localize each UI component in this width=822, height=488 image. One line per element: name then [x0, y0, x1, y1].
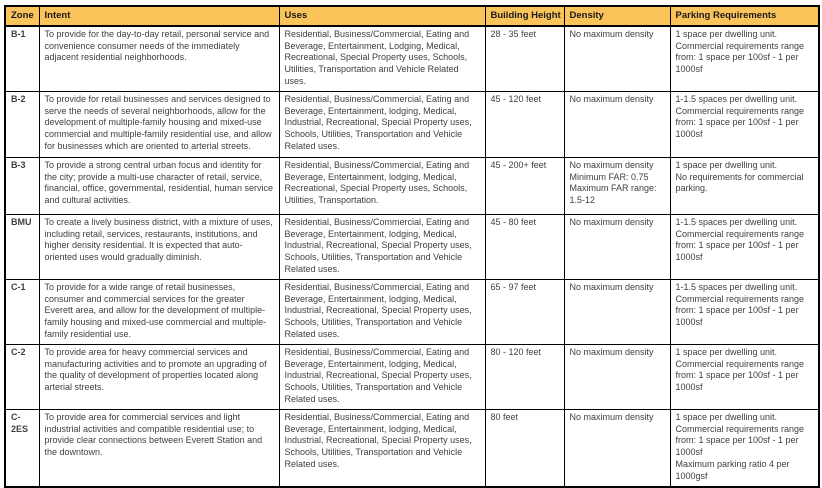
- cell-intent: To provide for retail businesses and ser…: [38, 90, 280, 158]
- cell-uses: Residential, Business/Commercial, Eating…: [278, 90, 486, 158]
- cell-density: No maximum density: [563, 25, 671, 92]
- table-header: Zone Intent Uses Building Height Density…: [4, 5, 820, 27]
- column-header-density: Density: [563, 5, 671, 27]
- cell-zone: C-2ES: [4, 408, 40, 488]
- cell-density: No maximum density: [563, 213, 671, 280]
- table-row: B-2 To provide for retail businesses and…: [4, 90, 820, 158]
- cell-uses: Residential, Business/Commercial, Eating…: [278, 156, 486, 215]
- cell-zone: B-1: [4, 25, 40, 92]
- cell-intent: To provide for the day-to-day retail, pe…: [38, 25, 280, 92]
- cell-building-height: 45 - 80 feet: [484, 213, 565, 280]
- cell-density: No maximum density: [563, 343, 671, 410]
- cell-uses: Residential, Business/Commercial, Eating…: [278, 278, 486, 345]
- cell-zone: C-1: [4, 278, 40, 345]
- cell-uses: Residential, Business/Commercial, Eating…: [278, 408, 486, 488]
- cell-parking: 1 space per dwelling unit. No requiremen…: [669, 156, 820, 215]
- table-row: C-1 To provide for a wide range of retai…: [4, 278, 820, 345]
- zoning-districts-table: Zone Intent Uses Building Height Density…: [4, 5, 820, 488]
- cell-density: No maximum density: [563, 278, 671, 345]
- table-row: C-2ES To provide area for commercial ser…: [4, 408, 820, 488]
- table-row: B-1 To provide for the day-to-day retail…: [4, 25, 820, 92]
- column-header-building-height: Building Height: [484, 5, 565, 27]
- cell-parking: 1-1.5 spaces per dwelling unit. Commerci…: [669, 278, 820, 345]
- cell-density: No maximum density: [563, 408, 671, 488]
- cell-parking: 1-1.5 spaces per dwelling unit. Commerci…: [669, 90, 820, 158]
- cell-parking: 1 space per dwelling unit. Commercial re…: [669, 25, 820, 92]
- cell-intent: To provide a strong central urban focus …: [38, 156, 280, 215]
- cell-uses: Residential, Business/Commercial, Eating…: [278, 343, 486, 410]
- cell-zone: B-3: [4, 156, 40, 215]
- cell-zone: BMU: [4, 213, 40, 280]
- cell-building-height: 45 - 200+ feet: [484, 156, 565, 215]
- cell-building-height: 80 feet: [484, 408, 565, 488]
- cell-uses: Residential, Business/Commercial, Eating…: [278, 25, 486, 92]
- table-row: BMU To create a lively business district…: [4, 213, 820, 280]
- cell-intent: To provide area for commercial services …: [38, 408, 280, 488]
- table-row: B-3 To provide a strong central urban fo…: [4, 156, 820, 215]
- cell-density: No maximum density: [563, 90, 671, 158]
- column-header-parking-requirements: Parking Requirements: [669, 5, 820, 27]
- cell-intent: To provide area for heavy commercial ser…: [38, 343, 280, 410]
- cell-zone: C-2: [4, 343, 40, 410]
- column-header-zone: Zone: [4, 5, 40, 27]
- column-header-intent: Intent: [38, 5, 280, 27]
- column-header-uses: Uses: [278, 5, 486, 27]
- cell-zone: B-2: [4, 90, 40, 158]
- table-row: C-2 To provide area for heavy commercial…: [4, 343, 820, 410]
- cell-building-height: 80 - 120 feet: [484, 343, 565, 410]
- cell-building-height: 28 - 35 feet: [484, 25, 565, 92]
- table-body: B-1 To provide for the day-to-day retail…: [4, 25, 820, 488]
- cell-intent: To create a lively business district, wi…: [38, 213, 280, 280]
- cell-building-height: 65 - 97 feet: [484, 278, 565, 345]
- document-page: Zone Intent Uses Building Height Density…: [4, 5, 820, 488]
- cell-intent: To provide for a wide range of retail bu…: [38, 278, 280, 345]
- cell-parking: 1 space per dwelling unit. Commercial re…: [669, 343, 820, 410]
- cell-building-height: 45 - 120 feet: [484, 90, 565, 158]
- cell-uses: Residential, Business/Commercial, Eating…: [278, 213, 486, 280]
- cell-parking: 1 space per dwelling unit. Commercial re…: [669, 408, 820, 488]
- cell-density: No maximum density Minimum FAR: 0.75 Max…: [563, 156, 671, 215]
- cell-parking: 1-1.5 spaces per dwelling unit. Commerci…: [669, 213, 820, 280]
- header-row: Zone Intent Uses Building Height Density…: [4, 5, 820, 27]
